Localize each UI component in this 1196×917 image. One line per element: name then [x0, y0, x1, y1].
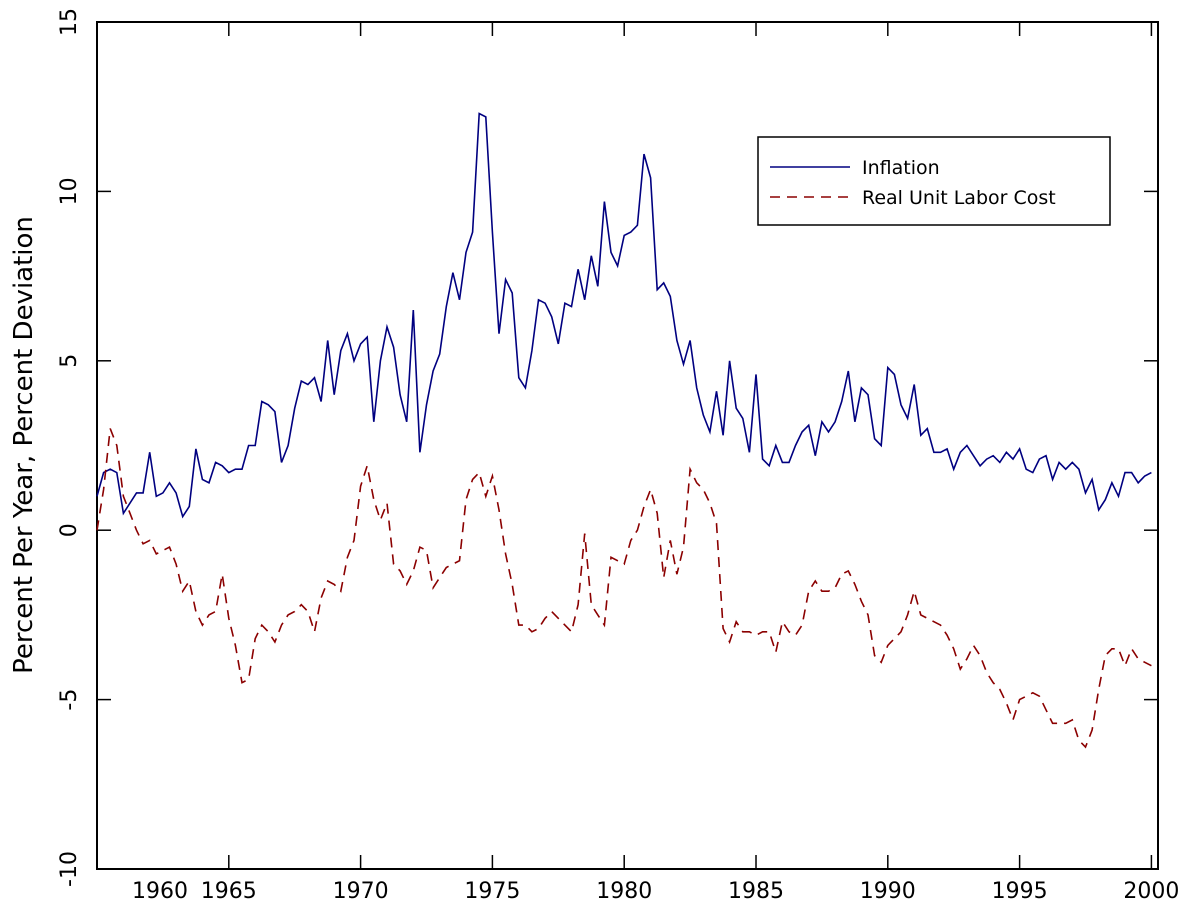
- x-tick-label: 1985: [728, 879, 784, 904]
- y-tick-label: 0: [57, 523, 82, 537]
- x-tick-label: 2000: [1123, 879, 1179, 904]
- y-tick-label: 5: [57, 354, 82, 368]
- y-tick-label: -5: [57, 689, 82, 711]
- x-tick-label: 1970: [333, 879, 389, 904]
- y-tick-label: 10: [57, 177, 82, 205]
- plot-frame: [96, 21, 1159, 870]
- legend-label: Real Unit Labor Cost: [862, 187, 1056, 209]
- legend-label: Inflation: [862, 157, 940, 179]
- x-tick-label: 1995: [992, 879, 1048, 904]
- x-tick-label: 1990: [860, 879, 916, 904]
- series-line: [96, 428, 1152, 749]
- x-tick-label: 1965: [201, 879, 257, 904]
- x-tick-label: 1975: [464, 879, 520, 904]
- series-line: [96, 112, 1152, 519]
- x-tick-label: 1980: [596, 879, 652, 904]
- legend-box: [757, 136, 1111, 226]
- y-tick-label: 15: [57, 8, 82, 36]
- y-axis-label: Percent Per Year, Percent Deviation: [9, 216, 39, 674]
- x-tick-label: 1960: [132, 879, 188, 904]
- y-tick-label: -10: [57, 851, 82, 887]
